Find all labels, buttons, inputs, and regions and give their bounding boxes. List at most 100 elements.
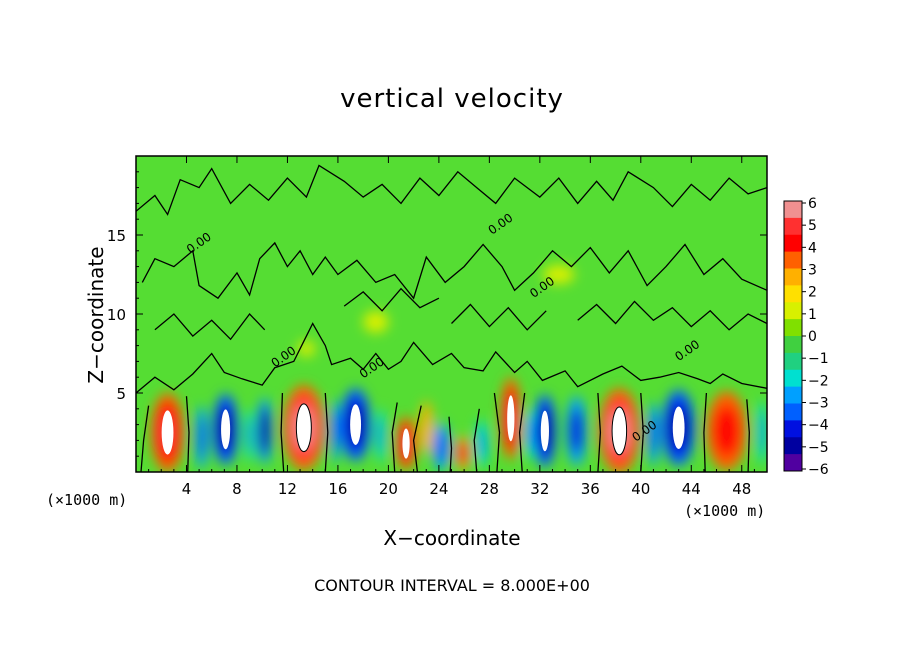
colorbar-segment-14 xyxy=(784,437,802,455)
contour-interval-note: CONTOUR INTERVAL = 8.000E+00 xyxy=(314,576,590,595)
colorbar-segment-7 xyxy=(784,319,802,337)
zero-contour-15 xyxy=(493,392,501,472)
x-tick-label-12: 12 xyxy=(278,480,297,498)
field-cell-15 xyxy=(526,416,534,452)
colorbar-segment-6 xyxy=(784,302,802,320)
zero-contour-4 xyxy=(343,287,440,312)
colorbar-segment-15 xyxy=(784,454,802,472)
zero-contour-10 xyxy=(324,392,329,472)
colorbar-tick-label-8: −2 xyxy=(808,373,829,389)
field-cell-13 xyxy=(477,428,486,459)
colorbar: 6 5 4 3 2 1 0 −1 −2 −3 −4 −5 −6 xyxy=(783,196,829,478)
field-cell-11 xyxy=(435,431,448,463)
zero-contour-6 xyxy=(577,300,767,331)
zero-contour-14 xyxy=(473,408,480,472)
plot-area: 0.000.00 0.000.000.000.000.00 xyxy=(136,156,767,472)
peak-core-16 xyxy=(540,410,549,452)
colorbar-segment-8 xyxy=(784,336,802,354)
colorbar-tick-label-4: 2 xyxy=(808,285,817,301)
x-tick-label-32: 32 xyxy=(530,480,549,498)
colorbar-tick-label-11: −5 xyxy=(808,440,829,456)
y-tick-label-15: 15 xyxy=(107,227,126,245)
colorbar-tick-label-12: −6 xyxy=(808,462,829,478)
zero-contour-12 xyxy=(412,405,422,472)
x-tick-label-16: 16 xyxy=(328,480,347,498)
x-tick-label-4: 4 xyxy=(182,480,192,498)
field-cell-6 xyxy=(332,410,339,452)
field-cell-1 xyxy=(197,416,206,458)
colorbar-segment-4 xyxy=(784,268,802,286)
zero-contour-13 xyxy=(448,416,453,472)
x-tick-label-40: 40 xyxy=(631,480,650,498)
x-unit-right: (×1000 m) xyxy=(684,502,766,520)
colorbar-tick-label-6: 0 xyxy=(808,329,817,345)
colorbar-tick-label-2: 4 xyxy=(808,240,817,256)
zero-contour-3 xyxy=(154,312,266,341)
colorbar-segment-11 xyxy=(784,386,802,404)
y-tick-label-10: 10 xyxy=(107,306,126,324)
zero-contour-1 xyxy=(141,241,767,300)
colorbar-tick-label-10: −4 xyxy=(808,418,829,434)
field-cell-19 xyxy=(649,413,658,455)
colorbar-segment-5 xyxy=(784,285,802,303)
colorbar-segment-3 xyxy=(784,251,802,269)
zero-contour-17 xyxy=(597,392,602,472)
field-cell-23 xyxy=(363,310,389,333)
peak-core-2 xyxy=(221,409,231,450)
zero-contour-5 xyxy=(451,303,547,331)
field-cell-3 xyxy=(246,418,253,454)
chart-title: vertical velocity xyxy=(340,84,564,114)
colorbar-tick-label-3: 3 xyxy=(808,263,817,279)
zero-contour-18 xyxy=(640,392,644,472)
x-tick-label-48: 48 xyxy=(732,480,751,498)
peak-core-20 xyxy=(672,406,685,449)
y-axis-label: Z−coordinate xyxy=(84,246,108,384)
field-cell-4 xyxy=(260,414,269,448)
peak-core-14 xyxy=(507,395,515,442)
x-tick-label-24: 24 xyxy=(429,480,448,498)
field-cell-8 xyxy=(377,418,385,454)
zero-contour-9 xyxy=(280,392,285,472)
colorbar-segment-12 xyxy=(784,403,802,421)
x-unit-left: (×1000 m) xyxy=(46,491,128,509)
field-cell-10 xyxy=(419,400,433,455)
field-cell-21 xyxy=(713,405,740,457)
field-cell-22 xyxy=(758,411,766,454)
peak-core-7 xyxy=(350,404,362,445)
zero-contour-11 xyxy=(391,402,398,472)
colorbar-tick-label-5: 1 xyxy=(808,307,817,323)
colorbar-segment-9 xyxy=(784,352,802,371)
plot-clip-group: 0.000.00 0.000.000.000.000.00 xyxy=(136,156,767,472)
zero-contours xyxy=(136,164,767,472)
zero-contour-19 xyxy=(703,392,708,472)
zero-contour-0 xyxy=(136,322,767,394)
colorbar-tick-label-0: 6 xyxy=(808,196,817,212)
colorbar-segment-1 xyxy=(784,217,802,236)
zero-contour-2 xyxy=(136,164,767,216)
zero-contour-7 xyxy=(140,405,150,472)
x-tick-label-44: 44 xyxy=(682,480,701,498)
peak-core-18 xyxy=(611,406,628,456)
zero-contour-8 xyxy=(185,396,190,472)
colorbar-tick-label-1: 5 xyxy=(808,218,817,234)
colorbar-segment-13 xyxy=(784,420,802,438)
peak-core-9 xyxy=(402,428,410,459)
field-cell-24 xyxy=(542,265,575,284)
x-tick-label-8: 8 xyxy=(232,480,242,498)
y-tick-label-5: 5 xyxy=(116,385,126,403)
field-cell-12 xyxy=(459,444,467,462)
colorbar-tick-label-7: −1 xyxy=(808,351,829,367)
colorbar-segment-2 xyxy=(784,234,802,253)
zero-contour-20 xyxy=(746,399,750,472)
colorbar-segment-0 xyxy=(784,201,802,219)
zero-contour-16 xyxy=(518,392,526,472)
x-tick-label-20: 20 xyxy=(379,480,398,498)
field-cell-17 xyxy=(569,408,584,454)
colorbar-tick-label-9: −3 xyxy=(808,396,829,412)
x-tick-label-36: 36 xyxy=(581,480,600,498)
x-tick-label-28: 28 xyxy=(480,480,499,498)
colorbar-segment-10 xyxy=(784,369,802,388)
peak-core-5 xyxy=(295,403,312,453)
